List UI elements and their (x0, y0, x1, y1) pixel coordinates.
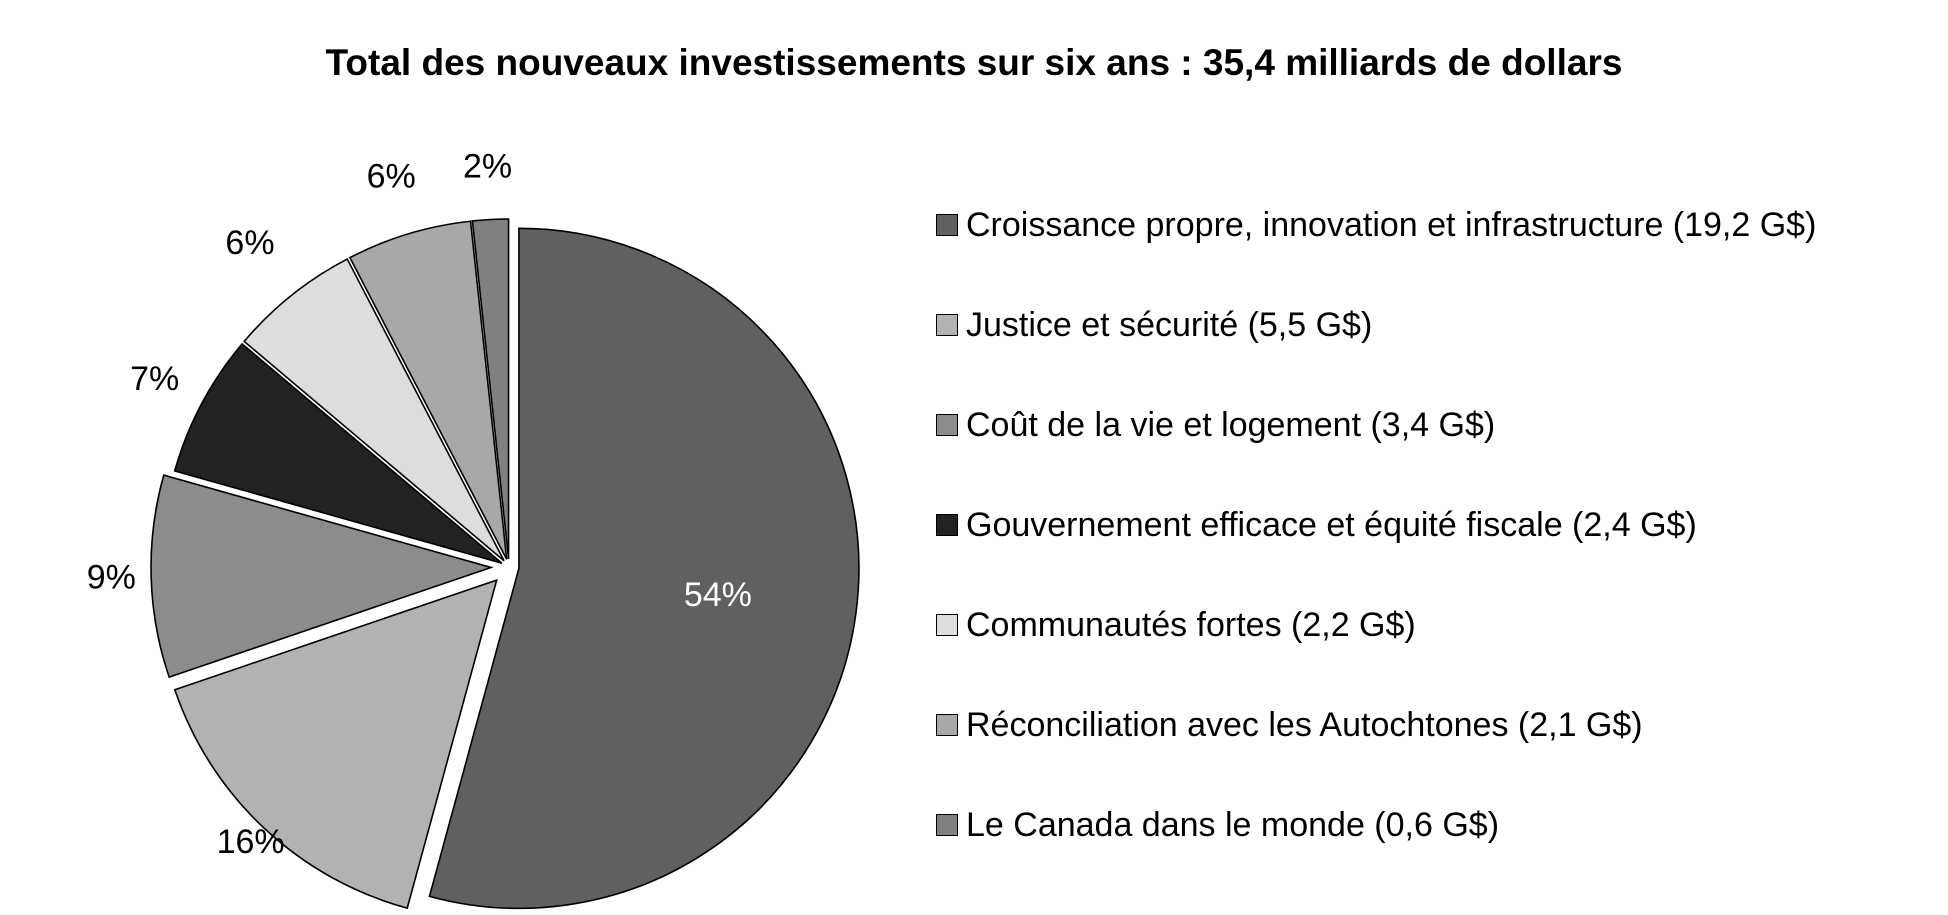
legend: Croissance propre, innovation et infrast… (936, 175, 1816, 875)
legend-item: Croissance propre, innovation et infrast… (936, 175, 1816, 275)
legend-item: Le Canada dans le monde (0,6 G$) (936, 775, 1816, 875)
legend-label: Justice et sécurité (5,5 G$) (966, 305, 1373, 344)
legend-item: Gouvernement efficace et équité fiscale … (936, 475, 1816, 575)
pie-slice (471, 218, 510, 560)
legend-label: Communautés fortes (2,2 G$) (966, 605, 1416, 644)
legend-swatch (936, 214, 958, 236)
legend-swatch (936, 614, 958, 636)
legend-label: Gouvernement efficace et équité fiscale … (966, 505, 1697, 544)
pie-slice (173, 342, 503, 565)
pie-slice (150, 474, 494, 679)
pie-slice (428, 227, 860, 910)
pie-slice (243, 257, 505, 562)
legend-swatch (936, 414, 958, 436)
legend-label: Croissance propre, innovation et infrast… (966, 205, 1817, 244)
chart-title: Total des nouveaux investissements sur s… (325, 42, 1623, 83)
slice-percent-label: 7% (130, 360, 179, 398)
pie-slice (173, 578, 498, 910)
legend-label: Réconciliation avec les Autochtones (2,1… (966, 705, 1643, 744)
legend-item: Communautés fortes (2,2 G$) (936, 575, 1816, 675)
legend-label: Le Canada dans le monde (0,6 G$) (966, 805, 1500, 844)
slice-percent-label: 6% (225, 224, 274, 262)
slice-percent-label: 54% (684, 576, 752, 614)
pie-slice (348, 220, 508, 560)
legend-swatch (936, 814, 958, 836)
legend-item: Justice et sécurité (5,5 G$) (936, 275, 1816, 375)
slice-percent-label: 6% (367, 157, 416, 195)
legend-swatch (936, 514, 958, 536)
slice-percent-label: 2% (463, 147, 512, 185)
slice-percent-label: 9% (87, 559, 136, 597)
slice-percent-label: 16% (217, 823, 285, 861)
legend-swatch (936, 714, 958, 736)
legend-label: Coût de la vie et logement (3,4 G$) (966, 405, 1496, 444)
legend-item: Réconciliation avec les Autochtones (2,1… (936, 675, 1816, 775)
legend-swatch (936, 314, 958, 336)
legend-item: Coût de la vie et logement (3,4 G$) (936, 375, 1816, 475)
